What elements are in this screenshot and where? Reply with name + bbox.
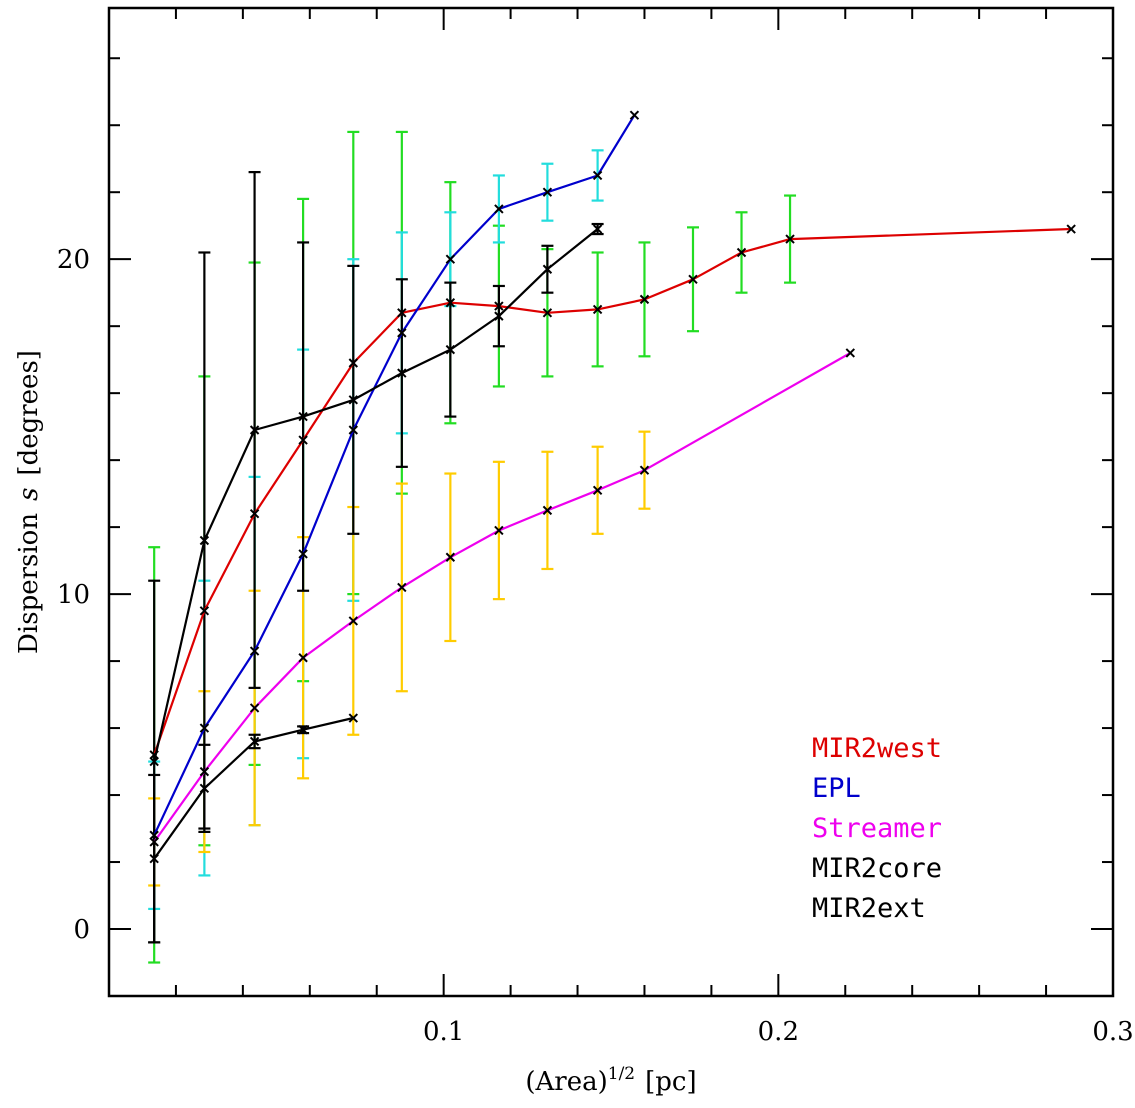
legend-item-mir2ext: MIR2ext [812, 893, 926, 924]
series-line-mir2core [153, 228, 599, 762]
data-point-mir2west [542, 308, 553, 318]
data-point-mir2core [397, 368, 407, 378]
data-point-epl [592, 170, 603, 181]
data-point-mir2ext [348, 713, 359, 723]
data-point-mir2core [445, 344, 456, 355]
data-point-mir2ext [249, 736, 260, 747]
data-point-epl [298, 549, 308, 559]
data-point-mir2west [298, 435, 308, 445]
data-point-mir2core [348, 395, 359, 405]
data-point-mir2west [639, 294, 650, 305]
series-line-streamer [153, 352, 851, 843]
data-point-mir2ext [199, 783, 210, 794]
y-axis-label: Dispersion [14, 513, 44, 654]
data-point-streamer [298, 653, 308, 663]
plot-frame [107, 6, 1115, 998]
data-point-mir2west [494, 301, 504, 311]
data-point-mir2core [199, 535, 210, 546]
y-axis-title: Dispersion s [degrees] [14, 350, 44, 654]
data-point-streamer [639, 465, 650, 475]
data-point-streamer [348, 616, 359, 626]
data-point-mir2west [348, 358, 359, 368]
x-axis-title: (Area)1/2 [pc] [525, 1064, 696, 1097]
tick-labels: 0.1 0.2 0.3 0 10 20 [57, 245, 1134, 1047]
series-line-epl [153, 114, 636, 836]
data-point-mir2west [1066, 224, 1076, 234]
data-point-streamer [149, 837, 159, 847]
data-point-epl [199, 723, 210, 733]
data-point-mir2core [149, 756, 159, 767]
x-axis-unit: [pc] [645, 1067, 697, 1097]
legend-item-epl: EPL [812, 773, 861, 804]
data-point-epl [494, 204, 504, 214]
data-point-streamer [845, 348, 855, 358]
data-point-streamer [199, 766, 210, 777]
data-point-mir2west [592, 304, 603, 315]
data-point-mir2west [249, 509, 260, 519]
x-tick-label: 0.2 [758, 1017, 799, 1047]
error-bars [148, 130, 797, 964]
data-point-epl [629, 110, 640, 120]
data-point-epl [348, 425, 359, 435]
legend-item-mir2core: MIR2core [812, 853, 942, 884]
data-point-mir2west [199, 606, 210, 616]
y-tick-label: 0 [73, 915, 90, 945]
data-point-streamer [249, 703, 260, 713]
x-tick-label: 0.1 [423, 1017, 464, 1047]
x-axis-label: (Area) [525, 1067, 607, 1097]
data-point-mir2ext [298, 725, 308, 735]
axis-ticks [108, 8, 1114, 997]
data-point-mir2west [688, 274, 698, 284]
y-axis-symbol: s [14, 488, 44, 501]
data-point-mir2west [445, 298, 456, 308]
x-axis-label-superscript: 1/2 [608, 1064, 635, 1084]
data-point-streamer [397, 582, 407, 593]
y-axis-unit: [degrees] [14, 350, 44, 476]
data-point-mir2core [249, 425, 260, 435]
data-point-mir2core [542, 264, 553, 274]
data-markers [149, 110, 1076, 864]
legend-item-mir2west: MIR2west [812, 733, 942, 764]
data-point-epl [249, 646, 260, 656]
data-point-epl [542, 187, 553, 197]
data-point-mir2west [397, 308, 407, 318]
series-line-mir2west [153, 227, 1072, 756]
data-point-epl [397, 328, 407, 338]
x-tick-label: 0.3 [1092, 1017, 1133, 1047]
data-point-mir2west [736, 247, 747, 258]
legend-item-streamer: Streamer [812, 813, 942, 844]
data-point-mir2core [592, 224, 603, 234]
data-point-streamer [445, 552, 456, 562]
data-point-mir2core [494, 311, 504, 321]
data-point-streamer [494, 525, 504, 536]
y-tick-label: 10 [57, 580, 90, 610]
data-point-streamer [592, 485, 603, 495]
data-point-mir2west [785, 234, 795, 244]
y-tick-label: 20 [57, 245, 90, 275]
data-point-mir2core [298, 411, 308, 422]
data-point-mir2ext [149, 853, 159, 864]
legend: MIR2west EPL Streamer MIR2core MIR2ext [812, 733, 942, 924]
data-point-streamer [542, 505, 553, 516]
data-point-epl [445, 254, 456, 264]
